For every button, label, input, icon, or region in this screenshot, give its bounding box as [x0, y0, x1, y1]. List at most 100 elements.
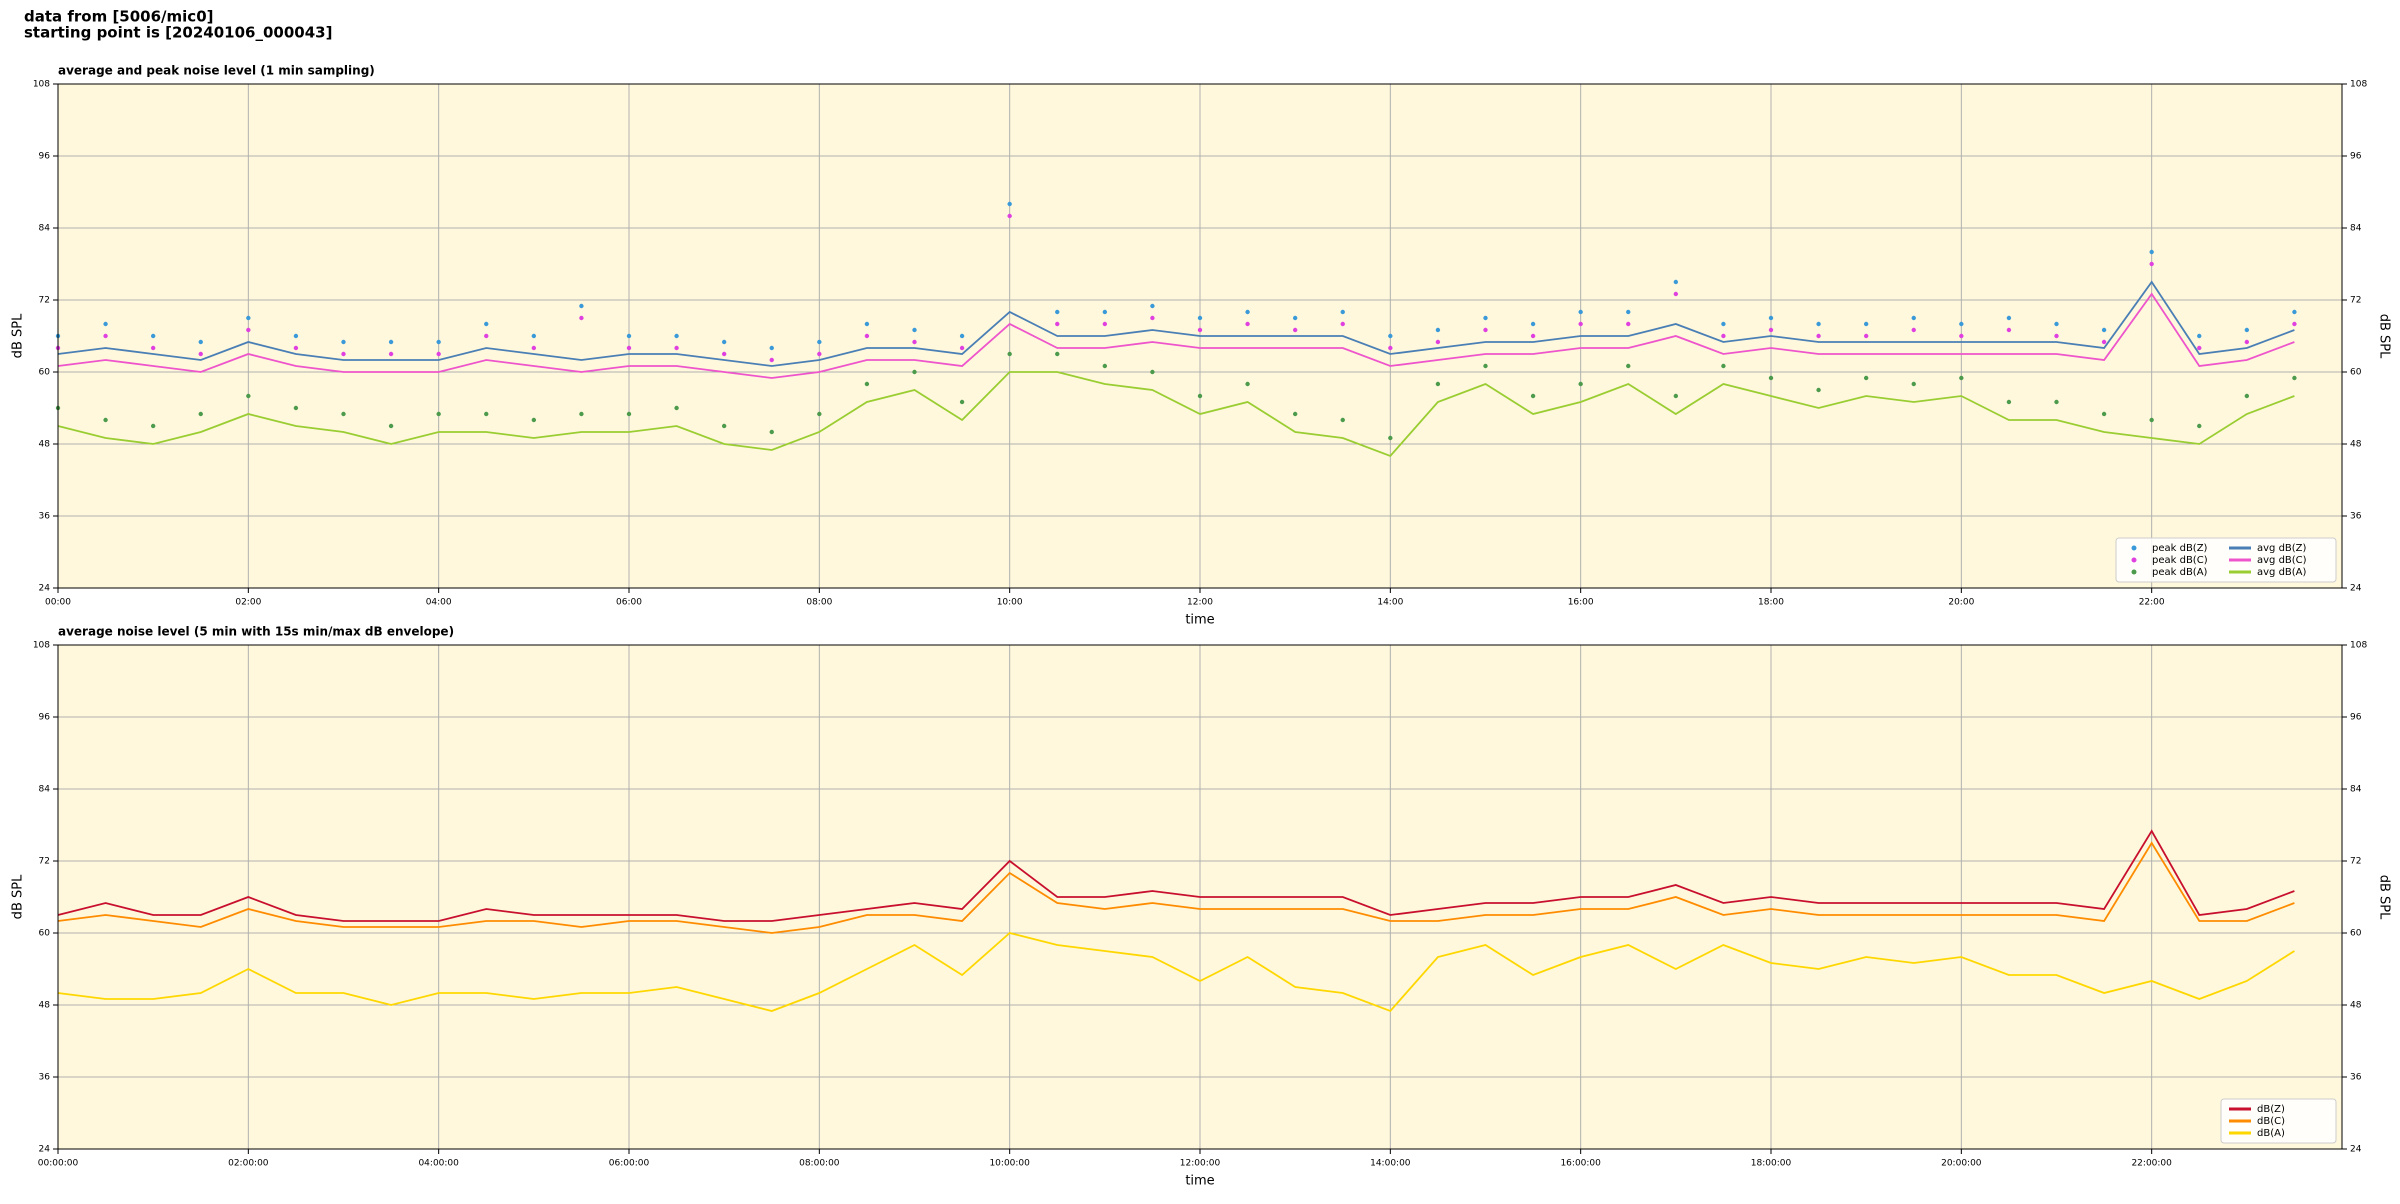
peak-marker — [1911, 327, 1916, 333]
peak-marker — [1435, 339, 1441, 345]
y-tick-label: 84 — [39, 224, 51, 234]
peak-marker — [1911, 315, 1916, 321]
y-tick-label: 48 — [39, 1001, 51, 1011]
peak-marker — [674, 333, 679, 339]
peak-marker — [959, 399, 965, 405]
peak-marker — [1483, 315, 1488, 321]
peak-marker — [484, 321, 489, 327]
peak-marker — [1626, 309, 1631, 315]
peak-marker — [484, 333, 489, 339]
peak-marker — [150, 333, 156, 339]
peak-marker — [817, 339, 822, 345]
peak-marker — [769, 357, 774, 363]
y-tick-label: 108 — [33, 641, 50, 651]
peak-marker — [2054, 399, 2059, 405]
y-tick-label: 96 — [39, 152, 51, 162]
peak-marker — [769, 345, 774, 351]
peak-marker — [721, 339, 727, 345]
y-tick-label: 84 — [2350, 224, 2362, 234]
peak-marker — [1959, 321, 1964, 327]
peak-marker — [1863, 333, 1869, 339]
peak-marker — [341, 351, 346, 357]
peak-marker — [1816, 321, 1821, 327]
peak-marker — [1150, 315, 1155, 321]
peak-marker — [1959, 375, 1964, 381]
x-tick-label: 10:00:00 — [989, 1159, 1030, 1169]
y-axis-label: dB SPL — [11, 313, 26, 358]
x-tick-label: 20:00 — [1948, 598, 1974, 608]
y-tick-label: 24 — [2350, 584, 2362, 594]
x-tick-label: 08:00:00 — [799, 1159, 840, 1169]
peak-marker — [912, 339, 917, 345]
peak-marker — [1721, 333, 1726, 339]
peak-marker — [626, 345, 632, 351]
y-tick-label: 36 — [2350, 512, 2362, 522]
peak-marker — [103, 321, 108, 327]
peak-marker — [2006, 327, 2012, 333]
peak-marker — [1292, 327, 1298, 333]
peak-marker — [388, 339, 394, 345]
y-tick-label: 72 — [2350, 296, 2361, 306]
y-tick-label: 108 — [2350, 641, 2367, 651]
y-tick-label: 24 — [39, 584, 51, 594]
y-tick-label: 60 — [39, 929, 51, 939]
peak-marker — [2244, 339, 2250, 345]
series-line — [57, 371, 2295, 458]
peak-marker — [721, 351, 727, 357]
peak-marker — [2054, 321, 2059, 327]
peak-marker — [531, 333, 537, 339]
x-tick-label: 22:00:00 — [2131, 1159, 2172, 1169]
y-axis-label: dB SPL — [2377, 314, 2392, 359]
legend-marker — [2131, 557, 2137, 563]
peak-marker — [1626, 363, 1631, 369]
peak-marker — [912, 369, 917, 375]
x-tick-label: 14:00:00 — [1370, 1159, 1411, 1169]
peak-marker — [2006, 399, 2012, 405]
y-tick-label: 96 — [39, 713, 51, 723]
y-tick-label: 84 — [2350, 785, 2362, 795]
peak-marker — [103, 417, 108, 423]
peak-marker — [2292, 309, 2297, 315]
peak-marker — [1197, 315, 1203, 321]
peak-marker — [2054, 333, 2059, 339]
peak-marker — [1816, 387, 1821, 393]
peak-marker — [1197, 393, 1203, 399]
peak-marker — [2244, 393, 2250, 399]
legend-label: avg dB(C) — [2257, 555, 2307, 566]
x-tick-label: 18:00:00 — [1751, 1159, 1792, 1169]
x-tick-label: 22:00 — [2139, 598, 2165, 608]
peak-marker — [1340, 321, 1345, 327]
peak-marker — [293, 333, 299, 339]
y-tick-label: 48 — [2350, 440, 2362, 450]
series-line — [57, 829, 2295, 922]
peak-marker — [2101, 339, 2107, 345]
series-line — [57, 292, 2295, 379]
y-tick-label: 108 — [33, 80, 50, 90]
x-tick-label: 06:00:00 — [609, 1159, 650, 1169]
x-tick-label: 04:00 — [426, 598, 452, 608]
peak-marker — [864, 381, 870, 387]
peak-marker — [1102, 363, 1108, 369]
y-tick-label: 36 — [39, 512, 51, 522]
peak-marker — [1435, 381, 1441, 387]
peak-marker — [2149, 249, 2154, 255]
legend-label: peak dB(Z) — [2152, 543, 2208, 554]
peak-marker — [484, 411, 489, 417]
peak-marker — [1816, 333, 1821, 339]
peak-marker — [769, 429, 774, 435]
peak-marker — [1245, 309, 1250, 315]
peak-marker — [1055, 309, 1060, 315]
peak-marker — [531, 417, 537, 423]
peak-marker — [1721, 363, 1726, 369]
peak-marker — [246, 327, 251, 333]
peak-marker — [2244, 327, 2250, 333]
plot-frame — [57, 83, 2343, 589]
peak-marker — [2197, 345, 2202, 351]
x-tick-label: 00:00:00 — [38, 1159, 79, 1169]
y-tick-label: 48 — [39, 440, 51, 450]
peak-marker — [721, 423, 727, 429]
peak-marker — [246, 315, 251, 321]
peak-marker — [1768, 375, 1774, 381]
